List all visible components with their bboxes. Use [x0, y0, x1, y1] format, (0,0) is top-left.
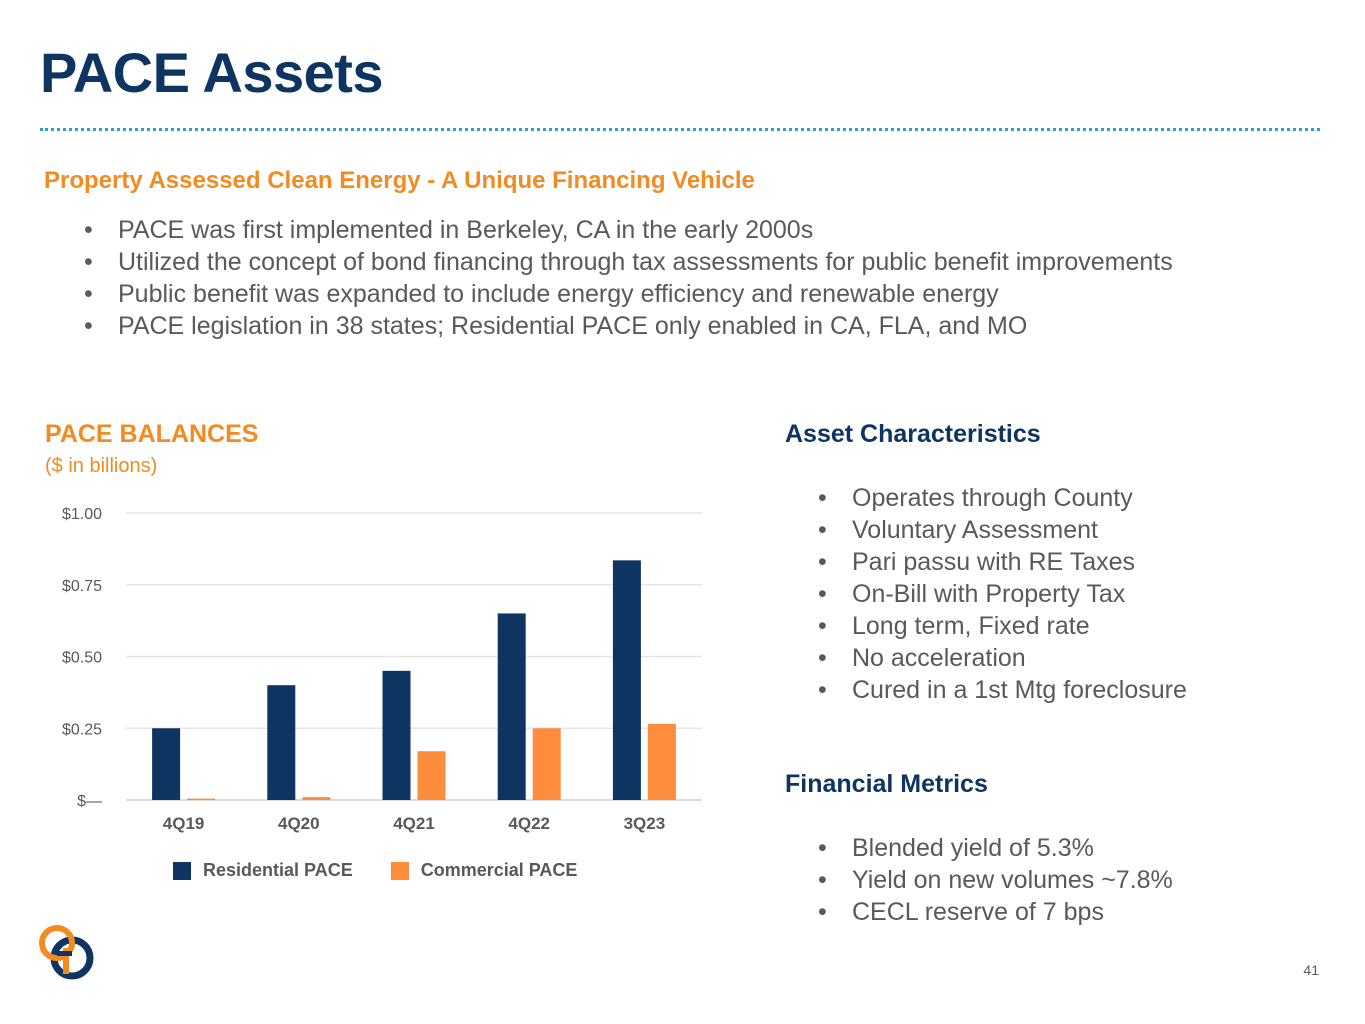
intro-bullet: Utilized the concept of bond financing t…	[84, 246, 1173, 278]
legend-swatch-commercial	[390, 861, 409, 880]
asset-characteristic-item: No acceleration	[818, 642, 1187, 674]
chart-title: PACE BALANCES	[45, 420, 259, 448]
intro-bullet: PACE was first implemented in Berkeley, …	[84, 214, 1173, 246]
section-subtitle: Property Assessed Clean Energy - A Uniqu…	[44, 167, 755, 194]
bar-commercial	[302, 797, 331, 800]
financial-metrics-title: Financial Metrics	[785, 770, 988, 798]
legend-item-commercial: Commercial PACE	[390, 860, 578, 881]
asset-characteristic-item: Pari passu with RE Taxes	[818, 546, 1187, 578]
intro-bullet: PACE legislation in 38 states; Residenti…	[84, 310, 1173, 342]
y-tick-label: $0.50	[62, 650, 102, 667]
asset-characteristics-list: Operates through County Voluntary Assess…	[818, 482, 1187, 706]
chart-subtitle: ($ in billions)	[45, 455, 158, 477]
legend-item-residential: Residential PACE	[173, 860, 353, 881]
chart-legend: Residential PACE Commercial PACE	[173, 860, 577, 881]
bar-residential	[382, 670, 411, 800]
chart-svg: $— $0.25 $0.50 $0.75 $1.00 4Q19 4Q20 4Q21 4Q22 3Q…	[62, 506, 702, 833]
bar-residential	[497, 613, 526, 800]
y-tick-label: $0.25	[62, 721, 102, 738]
legend-label-residential: Residential PACE	[203, 860, 353, 880]
bar-residential	[152, 728, 181, 800]
bar-residential	[267, 685, 296, 800]
legend-label-commercial: Commercial PACE	[420, 860, 578, 880]
y-tick-label: $0.75	[62, 578, 102, 595]
financial-metrics-list: Blended yield of 5.3% Yield on new volum…	[818, 832, 1173, 928]
x-tick-label: 4Q19	[163, 814, 205, 833]
x-tick-label: 4Q20	[278, 814, 320, 833]
asset-characteristic-item: On-Bill with Property Tax	[818, 578, 1187, 610]
page-number: 41	[1303, 962, 1319, 978]
asset-characteristics-title: Asset Characteristics	[785, 420, 1041, 448]
bar-commercial	[647, 723, 676, 800]
x-tick-label: 4Q22	[508, 814, 550, 833]
asset-characteristic-item: Cured in a 1st Mtg foreclosure	[818, 674, 1187, 706]
bar-residential	[612, 560, 641, 800]
asset-characteristic-item: Voluntary Assessment	[818, 514, 1187, 546]
title-divider	[40, 128, 1320, 135]
asset-characteristic-item: Long term, Fixed rate	[818, 610, 1187, 642]
y-tick-label: $1.00	[62, 506, 102, 523]
x-tick-label: 4Q21	[393, 814, 435, 833]
bar-commercial	[187, 798, 216, 801]
financial-metric-item: Blended yield of 5.3%	[818, 832, 1173, 864]
bar-commercial	[417, 751, 446, 800]
intro-bullet: Public benefit was expanded to include e…	[84, 278, 1173, 310]
financial-metric-item: Yield on new volumes ~7.8%	[818, 864, 1173, 896]
asset-characteristic-item: Operates through County	[818, 482, 1187, 514]
company-logo-icon	[36, 922, 98, 989]
x-tick-label: 3Q23	[624, 814, 666, 833]
financial-metric-item: CECL reserve of 7 bps	[818, 896, 1173, 928]
y-tick-label: $—	[77, 793, 102, 810]
legend-swatch-residential	[173, 861, 191, 880]
bar-commercial	[532, 728, 561, 800]
pace-balances-chart: $— $0.25 $0.50 $0.75 $1.00 4Q19 4Q20 4Q21 4Q22 3Q…	[40, 495, 720, 850]
intro-bullet-list: PACE was first implemented in Berkeley, …	[84, 214, 1173, 342]
page-title: PACE Assets	[40, 41, 384, 104]
